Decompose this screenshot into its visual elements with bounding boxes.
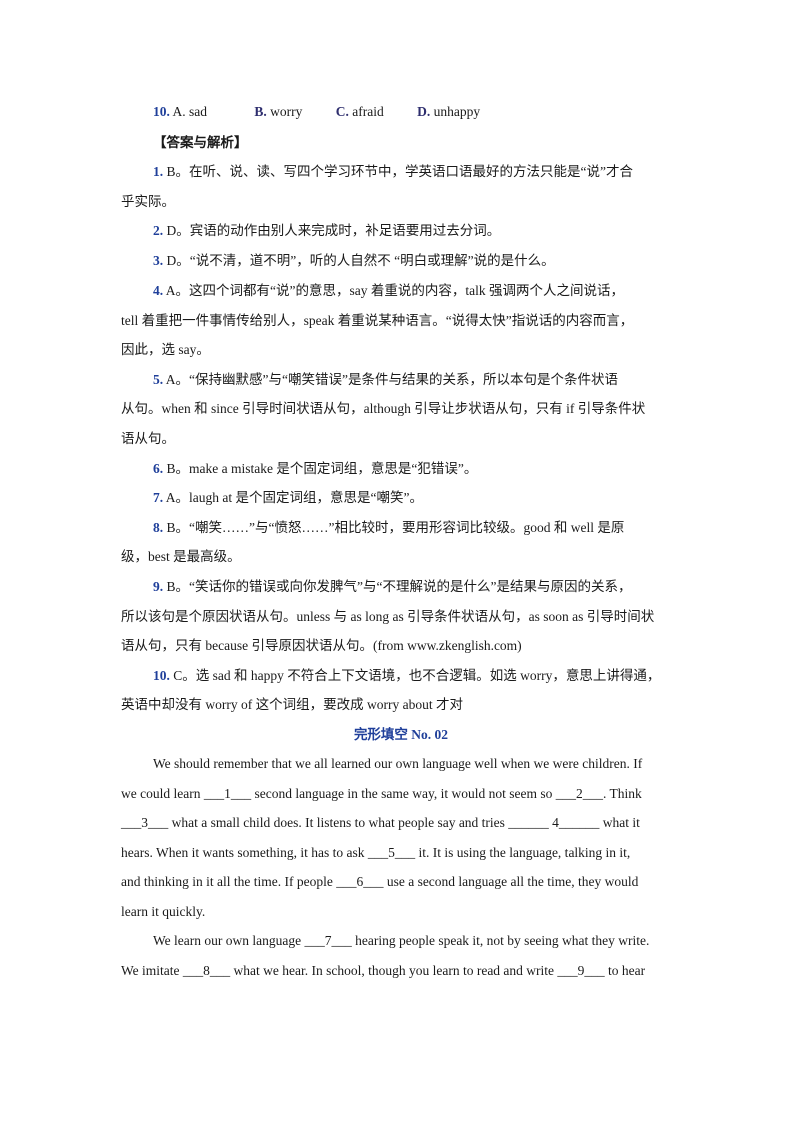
section-title: 完形填空 No. 02 [353,727,449,742]
answer-4: 4. A。这四个词都有“说”的意思，say 着重说的内容，talk 强调两个人之… [153,283,624,298]
answer-10-cont: 英语中却没有 worry of 这个词组，要改成 worry about 才对 [121,697,463,712]
answer-6: 6. B。make a mistake 是个固定词组，意思是“犯错误”。 [153,461,478,476]
answer-1: 1. B。在听、说、读、写四个学习环节中，学英语口语最好的方法只能是“说”才合 [153,164,633,179]
question-number: 10. [153,104,170,119]
answer-3: 3. D。“说不清，道不明”，听的人自然不 “明白或理解”说的是什么。 [153,253,555,268]
passage-line: ___3___ what a small child does. It list… [121,815,640,830]
option-a: A. sad [172,104,208,119]
option-d: unhappy [433,104,481,119]
answer-10: 10. C。选 sad 和 happy 不符合上下文语境，也不合逻辑。如选 wo… [153,668,661,683]
answer-2: 2. D。宾语的动作由别人来完成时，补足语要用过去分词。 [153,223,501,238]
answer-9-cont-1: 所以该句是个原因状语从句。unless 与 as long as 引导条件状语从… [121,609,655,624]
answer-8: 8. B。“嘲笑……”与“愤怒……”相比较时，要用形容词比较级。good 和 w… [153,520,625,535]
question-10-options: 10. A. sad B. worry C. afraid D. unhappy [153,102,681,122]
passage-line: We learn our own language ___7___ hearin… [153,933,650,948]
passage-line: hears. When it wants something, it has t… [121,845,631,860]
answer-4-cont-2: 因此，选 say。 [121,342,210,357]
option-c: afraid [352,104,384,119]
answer-4-cont-1: tell 着重把一件事情传给别人，speak 着重说某种语言。“说得太快”指说话… [121,313,634,328]
passage-line: We should remember that we all learned o… [153,756,643,771]
answer-5-cont-1: 从句。when 和 since 引导时间状语从句，although 引导让步状语… [121,401,646,416]
answer-5: 5. A。“保持幽默感”与“嘲笑错误”是条件与结果的关系，所以本句是个条件状语 [153,372,618,387]
answer-9: 9. B。“笑话你的错误或向你发脾气”与“不理解说的是什么”是结果与原因的关系， [153,579,632,594]
option-d-label: D. [417,104,431,119]
answer-5-cont-2: 语从句。 [121,431,175,446]
passage-line: We imitate ___8___ what we hear. In scho… [121,963,646,978]
answers-heading: 【答案与解析】 [153,135,248,150]
answer-1-cont: 乎实际。 [121,194,175,209]
passage-line: and thinking in it all the time. If peop… [121,874,639,889]
passage-line: we could learn ___1___ second language i… [121,786,642,801]
option-c-label: C. [335,104,349,119]
option-b-label: B. [254,104,267,119]
passage-line: learn it quickly. [121,904,206,919]
answer-8-cont: 级，best 是最高级。 [121,549,241,564]
option-b: worry [270,104,303,119]
answer-7: 7. A。laugh at 是个固定词组，意思是“嘲笑”。 [153,490,423,505]
answer-9-cont-2: 语从句，只有 because 引导原因状语从句。(from www.zkengl… [121,638,522,653]
